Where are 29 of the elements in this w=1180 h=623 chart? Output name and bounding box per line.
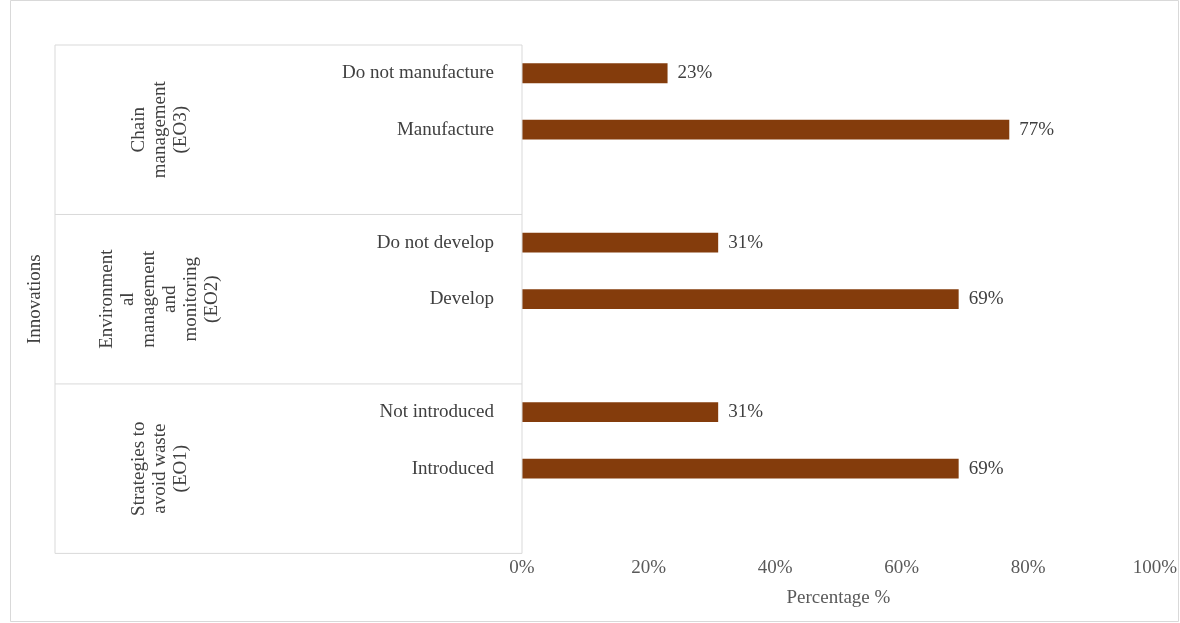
x-tick-label: 40% bbox=[757, 555, 793, 577]
y-tick-label: Do not develop bbox=[376, 230, 494, 252]
y-tick-label: Manufacture bbox=[396, 117, 494, 139]
data-label: 69% bbox=[968, 287, 1004, 309]
text: Environmental management and monitoring (EO2) bbox=[95, 248, 223, 349]
x-tick-label: 20% bbox=[631, 555, 667, 577]
data-label: 31% bbox=[728, 400, 764, 422]
y-tick-label: Develop bbox=[429, 287, 494, 309]
bar bbox=[522, 232, 719, 253]
text: Strategies to avoid waste (EO1) bbox=[126, 421, 191, 516]
bar bbox=[522, 119, 1010, 140]
y-tick-label: Do not manufacture bbox=[342, 61, 494, 83]
x-axis-title: Percentage % bbox=[786, 585, 891, 607]
x-tick-label: 60% bbox=[884, 555, 920, 577]
bar bbox=[522, 289, 959, 310]
text: Chain management (EO3) bbox=[126, 80, 191, 179]
x-tick-label: 80% bbox=[1010, 555, 1046, 577]
data-label: 69% bbox=[968, 456, 1004, 478]
y-tick-label: Introduced bbox=[411, 456, 495, 478]
data-label: 77% bbox=[1019, 117, 1055, 139]
bar bbox=[522, 402, 719, 423]
data-label: 23% bbox=[677, 61, 713, 83]
x-tick-label: 100% bbox=[1132, 555, 1178, 577]
bar bbox=[522, 458, 959, 479]
bar bbox=[522, 63, 668, 84]
x-tick-label: 0% bbox=[509, 555, 535, 577]
text: Innovations bbox=[22, 254, 44, 345]
data-label: 31% bbox=[728, 230, 764, 252]
y-tick-label: Not introduced bbox=[379, 400, 495, 422]
